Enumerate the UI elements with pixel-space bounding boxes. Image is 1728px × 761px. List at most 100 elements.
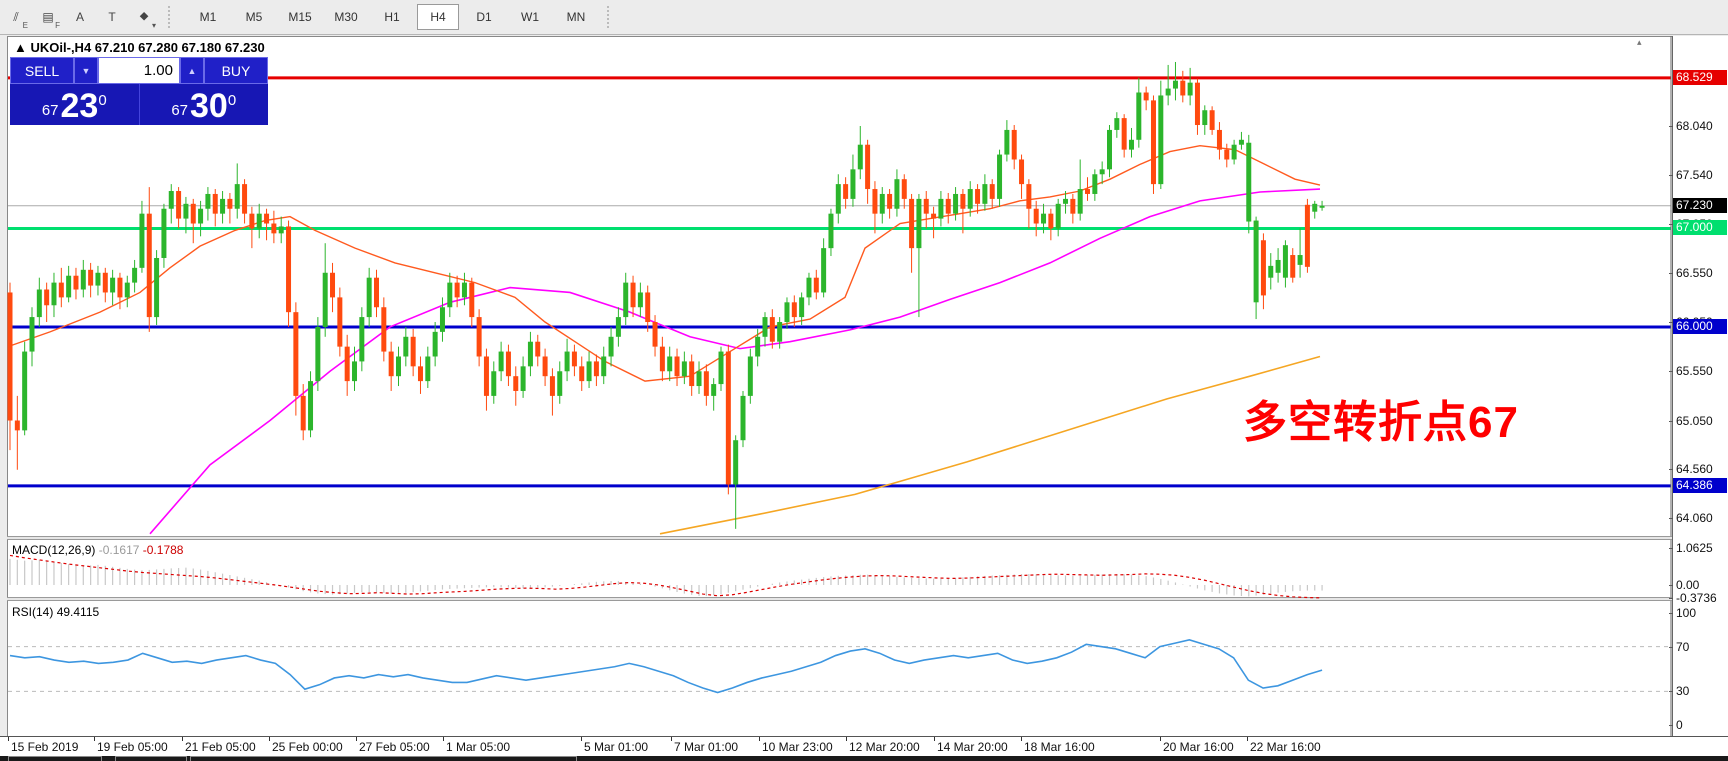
ohlc-readout: 67.210 67.280 67.180 67.230 (94, 40, 265, 55)
volume-increase-button[interactable]: ▲ (180, 57, 204, 84)
rsi-name: RSI(14) (12, 605, 54, 619)
top-toolbar: ⫽ E ▤ F A T ⯁ ▾ M1 M5 M15 M30 H1 H4 D1 W1 MN (0, 0, 1728, 35)
price-tick-65.050: 65.050 (1676, 413, 1713, 428)
sell-button[interactable]: SELL (10, 57, 74, 84)
price-tick-64.560: 64.560 (1676, 461, 1713, 476)
rsi-tick-30: 30 (1676, 684, 1690, 699)
time-tick-mark (846, 737, 847, 741)
price-badge-67.000: 67.000 (1673, 220, 1727, 236)
price-tick-65.550: 65.550 (1676, 364, 1713, 379)
scale-tick-mark (1669, 420, 1673, 422)
time-tick-mark (671, 737, 672, 741)
timeframe-button-mn[interactable]: MN (566, 10, 586, 24)
scale-tick-mark (1669, 371, 1673, 373)
macd-tick-1.0625: 1.0625 (1676, 541, 1713, 556)
scale-tick-mark (1669, 598, 1673, 599)
toolbar-separator (168, 6, 177, 28)
macd-tick-0.00: 0.00 (1676, 578, 1700, 592)
time-tick-label: 22 Mar 16:00 (1250, 740, 1321, 754)
time-tick-mark (1021, 737, 1022, 741)
time-tick-label: 12 Mar 20:00 (849, 740, 920, 754)
scale-tick-mark (1669, 126, 1673, 127)
time-tick-mark (8, 737, 9, 741)
time-tick-label: 14 Mar 20:00 (937, 740, 1008, 754)
timeframe-button-w1[interactable]: W1 (521, 10, 539, 24)
one-click-trading-widget: SELL ▼ 1.00 ▲ BUY 67 23 0 67 30 0 (10, 57, 268, 125)
scale-tick-mark (1669, 691, 1673, 693)
volume-decrease-button[interactable]: ▼ (74, 57, 98, 84)
time-tick-label: 1 Mar 05:00 (446, 740, 511, 754)
time-tick-label: 27 Feb 05:00 (359, 740, 430, 754)
toolbar-separator (607, 6, 616, 28)
grid-fibo-icon[interactable]: ▤ F (42, 10, 60, 30)
text-label-icon[interactable]: A (75, 10, 84, 24)
macd-tick--0.3736: -0.3736 (1676, 591, 1717, 605)
sell-price-sup: 0 (98, 92, 107, 109)
buy-price-display[interactable]: 67 30 0 (138, 84, 269, 125)
buy-button[interactable]: BUY (204, 57, 268, 84)
arrows-style-icon[interactable]: ⯁ ▾ (139, 9, 156, 31)
expand-arrow-icon[interactable]: ▲ (14, 40, 27, 55)
timeframe-buttons-group: M1 M5 M15 M30 H1 H4 D1 W1 MN (185, 4, 599, 30)
time-tick-label: 19 Feb 05:00 (97, 740, 168, 754)
price-tick-67.540: 67.540 (1676, 168, 1713, 183)
time-tick-mark (94, 737, 95, 741)
timeframe-button-d1[interactable]: D1 (476, 10, 492, 24)
macd-name: MACD(12,26,9) (12, 543, 96, 557)
sell-price-prefix: 67 (41, 102, 59, 119)
rsi-label: RSI(14) 49.4115 (12, 605, 99, 619)
time-axis[interactable]: 15 Feb 2019 19 Feb 05:00 21 Feb 05:00 25 Fe… (0, 736, 1728, 757)
time-tick-label: 7 Mar 01:00 (674, 740, 739, 754)
chart-shift-marker-icon[interactable]: ▴ (1637, 37, 1642, 47)
scale-tick-mark (1669, 175, 1673, 177)
scale-tick-mark (1669, 272, 1673, 274)
sell-price-main: 23 (60, 87, 99, 125)
text-box-icon[interactable]: T (108, 10, 116, 24)
time-tick-label: 10 Mar 23:00 (762, 740, 833, 754)
status-strip-segment (115, 756, 187, 761)
rsi-tick-100: 100 (1676, 606, 1697, 620)
timeframe-button-m5[interactable]: M5 (245, 10, 263, 24)
timeframe-button-h4[interactable]: H4 (417, 4, 459, 30)
time-tick-mark (1247, 737, 1248, 741)
chart-text-annotation[interactable]: 多空转折点67 (1243, 398, 1519, 447)
timeframe-button-m30[interactable]: M30 (334, 10, 358, 24)
current-price-badge: 67.230 (1673, 197, 1727, 213)
macd-signal-value: -0.1788 (142, 543, 184, 557)
buy-price-prefix: 67 (171, 102, 188, 119)
chart-title: ▲ UKOil-,H4 67.210 67.280 67.180 67.230 (14, 40, 265, 55)
time-tick-mark (269, 737, 270, 741)
timeframe-button-m15[interactable]: M15 (288, 10, 312, 24)
time-tick-label: 25 Feb 00:00 (272, 740, 343, 754)
price-scale[interactable]: 68.04067.54067.05066.55066.05065.55065.0… (1669, 36, 1728, 756)
scale-tick-mark (1669, 518, 1673, 520)
panel-splitter-rsi[interactable] (7, 597, 1728, 601)
draw-study-icon[interactable]: ⫽ E (13, 9, 28, 31)
scale-tick-mark (1669, 613, 1673, 614)
time-tick-mark (182, 737, 183, 741)
price-badge-64.386: 64.386 (1673, 477, 1727, 493)
scale-tick-mark (1669, 548, 1673, 550)
sell-price-display[interactable]: 67 23 0 (10, 84, 139, 125)
scale-tick-mark (1669, 725, 1673, 726)
buy-price-main: 30 (190, 87, 228, 125)
rsi-tick-0: 0 (1676, 718, 1683, 732)
price-badge-68.529: 68.529 (1673, 69, 1727, 85)
time-tick-mark (581, 737, 582, 741)
macd-label: MACD(12,26,9) -0.1617 -0.1788 (12, 543, 183, 557)
scale-tick-mark (1669, 468, 1673, 470)
price-badge-66.000: 66.000 (1673, 318, 1727, 334)
macd-main-value: -0.1617 (98, 543, 140, 557)
panel-splitter-macd[interactable] (7, 536, 1728, 540)
time-tick-mark (443, 737, 444, 741)
volume-input[interactable]: 1.00 (98, 57, 180, 84)
time-tick-mark (1160, 737, 1161, 741)
scale-tick-mark (1669, 646, 1673, 648)
drawing-tools-group: ⫽ E ▤ F A T ⯁ ▾ (0, 4, 160, 31)
time-tick-label: 5 Mar 01:00 (584, 740, 649, 754)
bottom-status-strip (0, 756, 1728, 761)
time-tick-mark (356, 737, 357, 741)
timeframe-button-m1[interactable]: M1 (199, 10, 217, 24)
timeframe-button-h1[interactable]: H1 (384, 10, 400, 24)
